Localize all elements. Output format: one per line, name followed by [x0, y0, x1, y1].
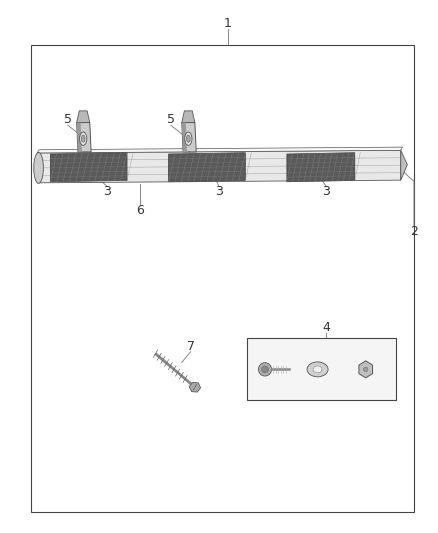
Polygon shape: [77, 111, 90, 123]
Polygon shape: [169, 152, 245, 182]
Polygon shape: [50, 152, 127, 182]
Ellipse shape: [258, 362, 272, 376]
Polygon shape: [37, 147, 403, 153]
Text: 3: 3: [215, 185, 223, 198]
Polygon shape: [77, 123, 82, 152]
Text: 1: 1: [224, 18, 232, 30]
Text: 3: 3: [322, 185, 330, 198]
Ellipse shape: [185, 132, 192, 146]
Polygon shape: [182, 111, 195, 123]
Ellipse shape: [313, 366, 322, 373]
Text: 7: 7: [187, 340, 194, 353]
Text: 6: 6: [136, 204, 144, 217]
Ellipse shape: [187, 135, 190, 142]
Ellipse shape: [307, 362, 328, 377]
Ellipse shape: [81, 135, 85, 142]
Bar: [247, 338, 396, 400]
Text: 3: 3: [103, 185, 111, 198]
Polygon shape: [182, 123, 196, 152]
Ellipse shape: [34, 152, 43, 183]
Polygon shape: [182, 123, 187, 152]
Polygon shape: [37, 150, 401, 183]
Polygon shape: [359, 361, 373, 378]
Ellipse shape: [261, 366, 268, 373]
Polygon shape: [287, 152, 355, 182]
Bar: [31, 45, 414, 512]
Text: 2: 2: [410, 225, 418, 238]
Ellipse shape: [80, 132, 87, 146]
Text: 5: 5: [167, 114, 175, 126]
Polygon shape: [77, 123, 91, 152]
Text: 5: 5: [64, 114, 72, 126]
Polygon shape: [189, 382, 201, 392]
Ellipse shape: [364, 367, 368, 372]
Polygon shape: [401, 150, 407, 180]
Text: 4: 4: [322, 321, 330, 334]
